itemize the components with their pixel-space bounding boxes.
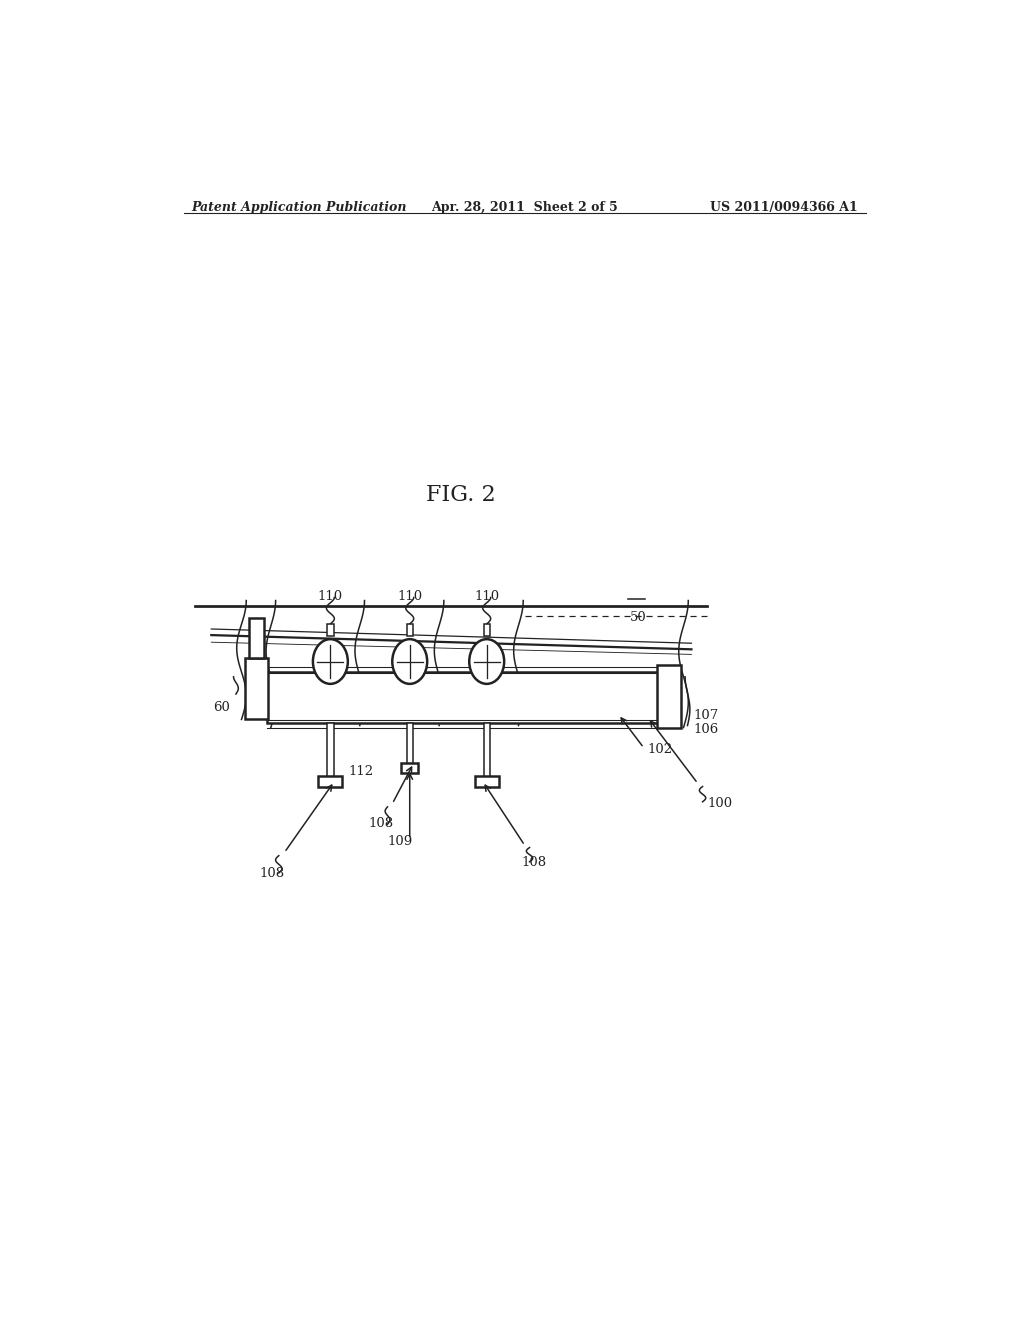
Text: Apr. 28, 2011  Sheet 2 of 5: Apr. 28, 2011 Sheet 2 of 5 (431, 201, 618, 214)
Bar (407, 624, 413, 636)
Bar (483, 624, 489, 636)
Text: 110: 110 (474, 590, 500, 603)
Text: Patent Application Publication: Patent Application Publication (191, 201, 407, 214)
Bar (475, 776, 499, 787)
Circle shape (313, 639, 348, 684)
Bar (407, 722, 413, 763)
Text: US 2011/0094366 A1: US 2011/0094366 A1 (711, 201, 858, 214)
Bar (267, 672, 672, 722)
Bar (657, 664, 681, 727)
Text: 109: 109 (387, 834, 413, 847)
Text: 60: 60 (213, 701, 229, 714)
Text: 108: 108 (522, 855, 547, 869)
Bar (328, 624, 334, 636)
Text: 110: 110 (397, 590, 422, 603)
Bar (318, 776, 342, 787)
Text: 106: 106 (694, 722, 719, 735)
Text: 107: 107 (694, 709, 719, 722)
Text: 50: 50 (630, 611, 646, 623)
Text: 108: 108 (260, 867, 285, 880)
Text: 112: 112 (348, 766, 374, 779)
Text: 102: 102 (647, 743, 672, 756)
Bar (483, 722, 489, 776)
Bar (328, 722, 334, 776)
Text: 110: 110 (317, 590, 343, 603)
Bar (246, 659, 267, 719)
Circle shape (469, 639, 504, 684)
Bar (250, 618, 264, 659)
Text: FIG. 2: FIG. 2 (427, 483, 496, 506)
Bar (401, 763, 419, 774)
Text: 100: 100 (708, 797, 732, 810)
Circle shape (392, 639, 427, 684)
Text: 108: 108 (369, 817, 393, 830)
